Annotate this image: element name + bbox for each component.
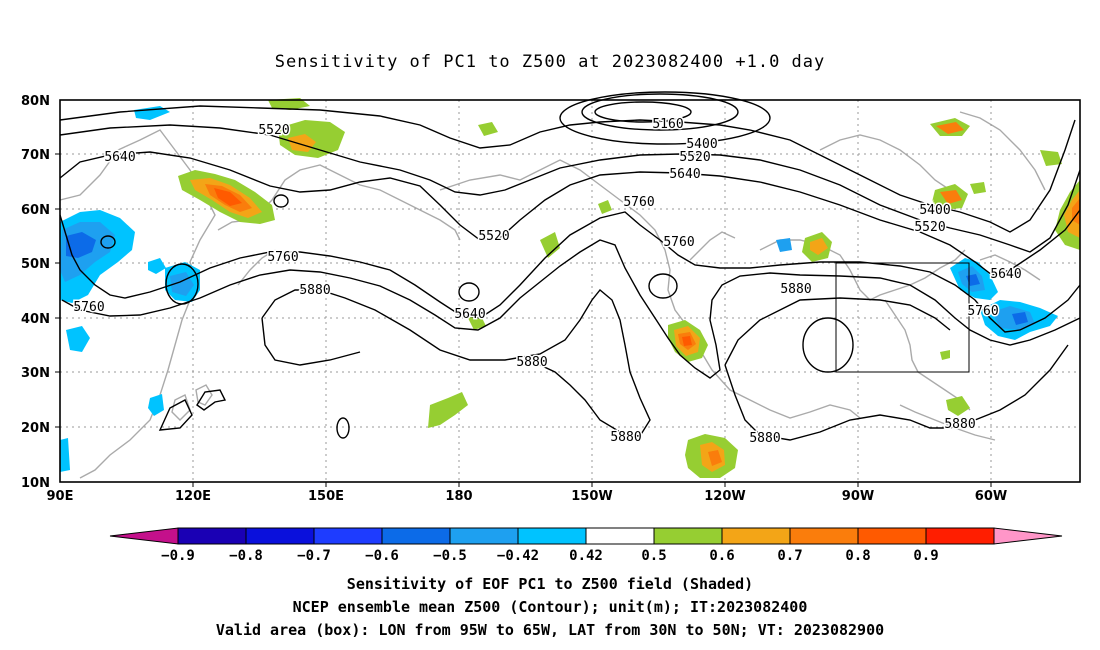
contour-label: 5400 [919, 203, 950, 218]
colorbar-box [925, 527, 995, 545]
colorbar-box [585, 527, 655, 545]
colorbar-box [789, 527, 859, 545]
latitude-labels: 80N 70N 60N 50N 40N 30N 20N 10N [21, 94, 50, 491]
colorbar-box [857, 527, 927, 545]
colorbar-label: 0.5 [641, 548, 666, 564]
contour-label: 5760 [663, 235, 694, 250]
colorbar-box [721, 527, 791, 545]
contour-label: 5880 [299, 283, 330, 298]
colorbar-label: 0.7 [777, 548, 802, 564]
colorbar-left-arrow [109, 527, 179, 545]
colorbar-label: 0.42 [569, 548, 603, 564]
lon-label: 120E [175, 489, 211, 504]
contour-label: 5160 [652, 117, 683, 132]
colorbar-label: −0.5 [433, 548, 467, 564]
contour-label: 5760 [73, 300, 104, 315]
colorbar-labels: −0.9 −0.8 −0.7 −0.6 −0.5 −0.42 0.42 0.5 … [161, 548, 939, 564]
colorbar-box [381, 527, 451, 545]
colorbar-box [177, 527, 247, 545]
colorbar-label: −0.42 [497, 548, 539, 564]
contour-label: 5640 [104, 150, 135, 165]
caption-line-2: NCEP ensemble mean Z500 (Contour); unit(… [293, 598, 808, 616]
colorbar-label: −0.7 [297, 548, 331, 564]
contour-label: 5520 [258, 123, 289, 138]
caption: Sensitivity of EOF PC1 to Z500 field (Sh… [216, 575, 884, 639]
colorbar-label: −0.9 [161, 548, 195, 564]
lat-label: 80N [21, 94, 50, 109]
lat-label: 20N [21, 421, 50, 436]
lon-label: 120W [704, 489, 745, 504]
contour-label: 5880 [780, 282, 811, 297]
map-panel: 5160 5400 5520 5640 5400 5520 5640 5520 … [21, 91, 1081, 504]
lon-label: 150E [308, 489, 344, 504]
lon-label: 90E [47, 489, 74, 504]
map-frame [59, 99, 1081, 483]
figure-title: Sensitivity of PC1 to Z500 at 2023082400… [275, 52, 826, 72]
longitude-labels: 90E 120E 150E 180 150W 120W 90W 60W [47, 489, 1008, 504]
lat-label: 30N [21, 366, 50, 381]
sensitivity-shading [60, 98, 1080, 478]
colorbar-box [245, 527, 315, 545]
lat-label: 40N [21, 312, 50, 327]
contour-label: 5760 [967, 304, 998, 319]
colorbar-label: 0.6 [709, 548, 734, 564]
contour-label: 5640 [990, 267, 1021, 282]
lat-label: 70N [21, 148, 50, 163]
valid-area-box [835, 262, 970, 373]
colorbar-label: 0.9 [913, 548, 938, 564]
lon-label: 180 [445, 489, 472, 504]
colorbar-box [517, 527, 587, 545]
colorbar-right-arrow [993, 527, 1063, 545]
contour-label: 5640 [669, 167, 700, 182]
lon-label: 150W [571, 489, 612, 504]
contour-label: 5520 [478, 229, 509, 244]
lat-label: 50N [21, 257, 50, 272]
lon-label: 60W [975, 489, 1007, 504]
colorbar-box [449, 527, 519, 545]
colorbar-label: −0.8 [229, 548, 263, 564]
colorbar-box [313, 527, 383, 545]
contour-label: 5880 [749, 431, 780, 446]
lat-label: 10N [21, 476, 50, 491]
lat-label: 60N [21, 203, 50, 218]
contour-label: 5760 [267, 250, 298, 265]
contour-labels: 5160 5400 5520 5640 5400 5520 5640 5520 … [72, 116, 1023, 448]
contour-label: 5760 [623, 195, 654, 210]
grid-lines [60, 100, 1080, 482]
caption-line-3: Valid area (box): LON from 95W to 65W, L… [216, 621, 884, 639]
lon-label: 90W [842, 489, 874, 504]
tick-marks [55, 153, 992, 487]
contour-label: 5400 [686, 137, 717, 152]
colorbar: −0.9 −0.8 −0.7 −0.6 −0.5 −0.42 0.42 0.5 … [109, 527, 1063, 564]
contour-label: 5640 [454, 307, 485, 322]
colorbar-label: −0.6 [365, 548, 399, 564]
z500-contours [59, 91, 1081, 441]
colorbar-label: 0.8 [845, 548, 870, 564]
contour-label: 5520 [679, 150, 710, 165]
colorbar-box [653, 527, 723, 545]
caption-line-1: Sensitivity of EOF PC1 to Z500 field (Sh… [347, 575, 753, 593]
contour-label: 5880 [610, 430, 641, 445]
contour-label: 5520 [914, 220, 945, 235]
contour-label: 5880 [516, 355, 547, 370]
contour-label: 5880 [944, 417, 975, 432]
